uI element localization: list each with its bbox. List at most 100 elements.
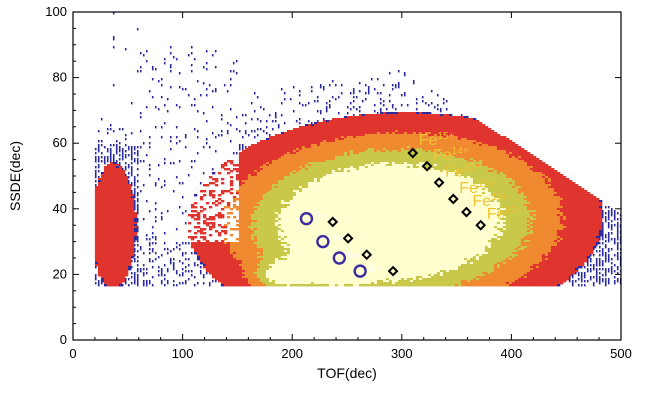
density-cell bbox=[310, 186, 315, 189]
density-cell bbox=[322, 230, 327, 233]
density-cell bbox=[334, 156, 339, 159]
density-cell bbox=[313, 284, 318, 287]
density-cell bbox=[274, 260, 279, 263]
density-cell bbox=[274, 146, 279, 149]
density-cell bbox=[316, 256, 321, 259]
density-cell bbox=[349, 276, 354, 279]
density-cell bbox=[262, 168, 267, 171]
density-cell bbox=[190, 214, 195, 217]
density-cell bbox=[340, 274, 345, 277]
density-cell bbox=[271, 280, 276, 283]
density-cell bbox=[352, 138, 357, 141]
density-cell bbox=[295, 258, 300, 261]
density-cell bbox=[307, 266, 312, 269]
density-cell bbox=[202, 254, 207, 257]
density-cell bbox=[259, 186, 264, 189]
density-speck bbox=[328, 106, 331, 109]
density-cell bbox=[340, 148, 345, 151]
density-cell bbox=[301, 182, 306, 185]
density-cell bbox=[355, 164, 360, 167]
density-cell bbox=[253, 258, 258, 261]
density-speck bbox=[277, 126, 280, 129]
density-cell bbox=[292, 130, 297, 133]
density-cell bbox=[103, 274, 108, 277]
density-cell bbox=[286, 158, 291, 161]
density-cell bbox=[271, 194, 276, 197]
density-cell bbox=[289, 258, 294, 261]
density-cell bbox=[106, 278, 111, 281]
density-speck bbox=[139, 70, 142, 73]
density-cell bbox=[331, 280, 336, 283]
density-cell bbox=[319, 266, 324, 269]
density-cell bbox=[331, 196, 336, 199]
density-cell bbox=[247, 156, 252, 159]
density-cell bbox=[274, 174, 279, 177]
density-cell bbox=[205, 268, 210, 271]
density-speck bbox=[112, 46, 115, 49]
density-cell bbox=[337, 266, 342, 269]
density-cell bbox=[262, 154, 267, 157]
density-cell bbox=[307, 174, 312, 177]
density-cell bbox=[322, 194, 327, 197]
density-cell bbox=[97, 236, 102, 239]
density-cell bbox=[124, 182, 129, 185]
density-cell bbox=[256, 146, 261, 149]
density-cell bbox=[250, 210, 255, 213]
density-cell bbox=[106, 206, 111, 209]
density-cell bbox=[322, 188, 327, 191]
density-cell bbox=[307, 196, 312, 199]
density-cell bbox=[265, 172, 270, 175]
density-cell bbox=[226, 284, 231, 287]
density-cell bbox=[268, 256, 273, 259]
density-cell bbox=[295, 202, 300, 205]
density-cell bbox=[250, 148, 255, 151]
density-cell bbox=[346, 140, 351, 143]
density-cell bbox=[253, 230, 258, 233]
density-speck bbox=[334, 98, 337, 101]
density-cell bbox=[310, 188, 315, 191]
density-speck bbox=[208, 284, 211, 287]
density-cell bbox=[292, 158, 297, 161]
density-speck bbox=[154, 258, 157, 261]
density-cell bbox=[298, 186, 303, 189]
density-speck bbox=[151, 232, 154, 235]
density-cell bbox=[286, 192, 291, 195]
density-cell bbox=[259, 170, 264, 173]
density-cell bbox=[241, 274, 246, 277]
density-cell bbox=[121, 228, 126, 231]
density-cell bbox=[112, 172, 117, 175]
density-cell bbox=[247, 148, 252, 151]
density-cell bbox=[316, 234, 321, 237]
density-cell bbox=[334, 202, 339, 205]
density-cell bbox=[322, 206, 327, 209]
density-cell bbox=[94, 216, 99, 219]
density-cell bbox=[271, 158, 276, 161]
density-cell bbox=[346, 276, 351, 279]
density-cell bbox=[313, 152, 318, 155]
density-cell bbox=[241, 242, 246, 245]
density-cell bbox=[292, 248, 297, 251]
density-cell bbox=[349, 218, 354, 221]
density-cell bbox=[241, 224, 246, 227]
density-cell bbox=[358, 258, 363, 261]
density-cell bbox=[286, 202, 291, 205]
density-cell bbox=[253, 150, 258, 153]
density-cell bbox=[103, 182, 108, 185]
density-speck bbox=[160, 212, 163, 215]
density-cell bbox=[346, 190, 351, 193]
density-cell bbox=[304, 226, 309, 229]
density-speck bbox=[133, 208, 136, 211]
density-cell bbox=[352, 202, 357, 205]
density-cell bbox=[112, 190, 117, 193]
density-speck bbox=[178, 182, 181, 185]
density-cell bbox=[334, 178, 339, 181]
density-cell bbox=[349, 120, 354, 123]
density-cell bbox=[319, 272, 324, 275]
density-cell bbox=[298, 152, 303, 155]
density-speck bbox=[97, 284, 100, 287]
density-cell bbox=[220, 164, 225, 167]
density-cell bbox=[247, 230, 252, 233]
density-cell bbox=[121, 190, 126, 193]
density-cell bbox=[319, 220, 324, 223]
density-cell bbox=[301, 126, 306, 129]
